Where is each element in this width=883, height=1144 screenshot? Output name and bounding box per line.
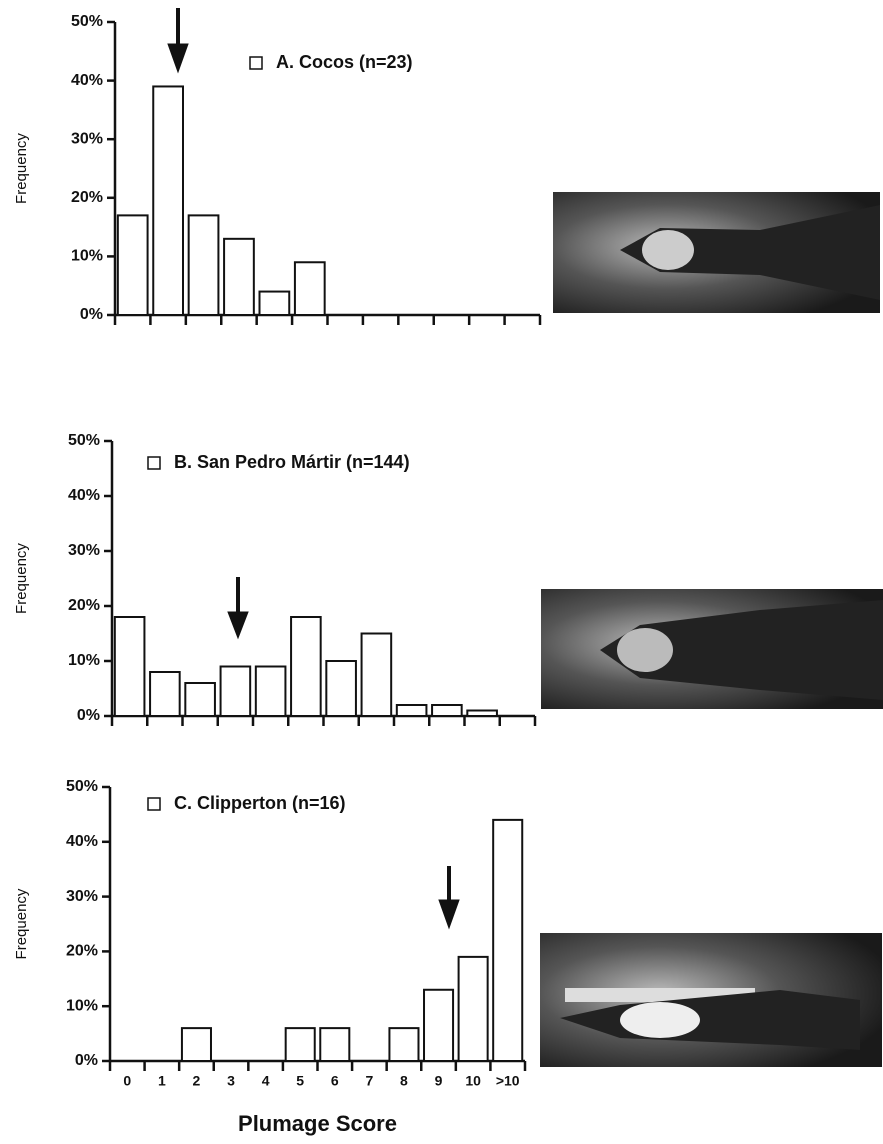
- bar: [223, 237, 255, 317]
- bar: [388, 1027, 420, 1062]
- bar: [466, 709, 498, 717]
- y-tick-label: 30%: [71, 130, 103, 147]
- bar: [423, 988, 455, 1063]
- bar: [319, 1027, 351, 1062]
- bar: [395, 704, 428, 717]
- bar: [325, 660, 357, 717]
- bar: [219, 665, 252, 717]
- bar: [293, 261, 326, 317]
- y-tick-label: 30%: [66, 888, 98, 905]
- y-tick-label: 20%: [71, 189, 103, 206]
- x-tick-label: 0: [123, 1073, 131, 1089]
- y-tick-label: 0%: [75, 1052, 98, 1069]
- y-tick-label: 0%: [77, 707, 100, 724]
- x-tick-label: 5: [296, 1073, 304, 1089]
- bar: [258, 290, 291, 316]
- x-tick-label: 2: [193, 1073, 201, 1089]
- photo: [540, 933, 882, 1067]
- x-tick-label: 8: [400, 1073, 408, 1089]
- x-tick-label: 1: [158, 1073, 166, 1089]
- bar: [284, 1027, 316, 1062]
- x-tick-label: 7: [365, 1073, 373, 1089]
- bar: [180, 1027, 212, 1062]
- bar: [152, 85, 184, 316]
- bar: [116, 214, 149, 317]
- y-tick-label: 50%: [68, 432, 100, 449]
- x-tick-label: 6: [331, 1073, 339, 1089]
- y-axis-label: Frequency: [13, 543, 30, 614]
- y-tick-label: 50%: [66, 778, 98, 795]
- y-tick-label: 10%: [68, 652, 100, 669]
- y-tick-label: 0%: [80, 306, 103, 323]
- legend-label: C. Clipperton (n=16): [174, 793, 346, 813]
- x-tick-label: 10: [465, 1073, 481, 1089]
- bar: [187, 214, 220, 317]
- y-tick-label: 40%: [66, 833, 98, 850]
- bar: [113, 616, 146, 717]
- x-tick-label: 9: [435, 1073, 443, 1089]
- y-tick-label: 40%: [68, 487, 100, 504]
- bar: [457, 955, 489, 1063]
- bar: [290, 616, 322, 717]
- legend-swatch: [147, 456, 161, 470]
- legend-label: A. Cocos (n=23): [276, 52, 413, 72]
- photo: [553, 192, 880, 313]
- bar: [184, 682, 216, 717]
- x-tick-label: >10: [496, 1073, 520, 1089]
- bar: [254, 665, 287, 717]
- legend-swatch: [249, 56, 263, 70]
- y-tick-label: 10%: [66, 997, 98, 1014]
- x-axis-label: Plumage Score: [238, 1111, 397, 1136]
- y-tick-label: 10%: [71, 248, 103, 265]
- y-tick-label: 50%: [71, 13, 103, 30]
- legend-label: B. San Pedro Mártir (n=144): [174, 452, 410, 472]
- bar: [149, 671, 181, 717]
- y-tick-label: 30%: [68, 542, 100, 559]
- bar: [492, 818, 524, 1062]
- x-tick-label: 3: [227, 1073, 235, 1089]
- legend-swatch: [147, 797, 161, 811]
- arrow: [167, 8, 460, 930]
- bar: [360, 632, 393, 717]
- y-axis-label: Frequency: [13, 133, 30, 204]
- x-tick-label: 4: [262, 1073, 270, 1089]
- y-axis-label: Frequency: [13, 888, 30, 959]
- y-tick-label: 20%: [68, 597, 100, 614]
- bar: [431, 704, 463, 717]
- photo: [541, 589, 883, 709]
- y-tick-label: 20%: [66, 943, 98, 960]
- y-tick-label: 40%: [71, 72, 103, 89]
